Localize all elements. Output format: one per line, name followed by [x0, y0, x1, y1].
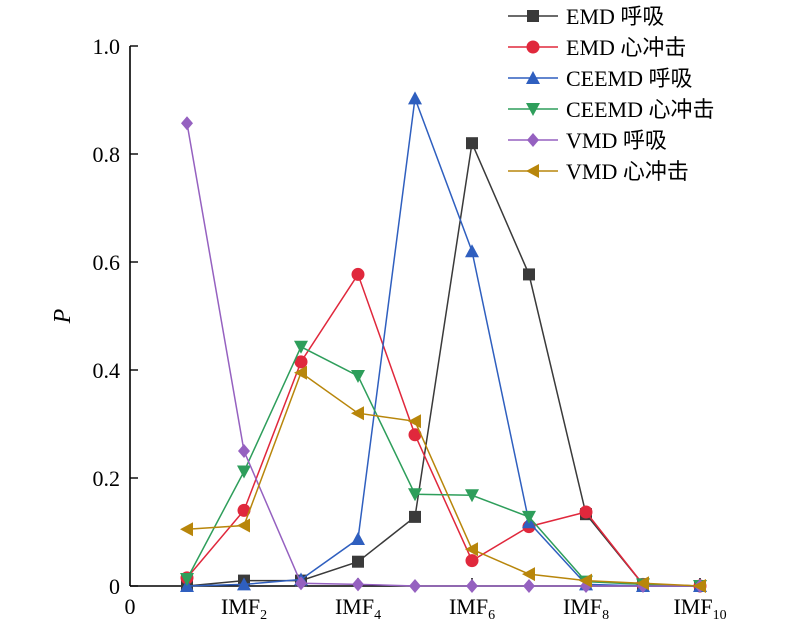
axes: 00.20.40.60.81.00 IMF2 IMF4 IMF6 IMF8 IMF10 [93, 34, 727, 623]
x-tick-label-base: IMF [221, 594, 260, 619]
x-tick-label-subscript: 8 [602, 608, 609, 623]
series-line [186, 345, 701, 587]
x-tick-label-subscript: 2 [260, 608, 267, 623]
y-tick-label: 0.8 [93, 142, 121, 167]
data-point [181, 116, 193, 131]
legend-marker [527, 10, 539, 22]
legend-item: VMD 心冲击 [508, 159, 689, 184]
data-point [409, 510, 421, 523]
series-layer [180, 91, 707, 593]
legend-label: CEEMD 心冲击 [566, 97, 715, 122]
data-point [579, 573, 592, 588]
data-point [351, 369, 365, 383]
x-tick-label-subscript: 4 [374, 608, 381, 623]
data-point [180, 522, 193, 537]
data-point [237, 503, 251, 517]
series-4 [180, 340, 707, 593]
legend-label: EMD 呼吸 [566, 4, 664, 29]
series-2 [180, 267, 707, 593]
x-tick-label-base: IMF [335, 594, 374, 619]
legend-label: VMD 呼吸 [566, 128, 667, 153]
x-tick-label-base: 0 [125, 594, 136, 619]
y-tick-label: 0.2 [93, 466, 121, 491]
data-point [523, 268, 535, 281]
data-point [238, 444, 250, 458]
data-point [408, 428, 422, 442]
legend-marker [527, 133, 539, 147]
series-6 [180, 365, 706, 593]
x-tick-label: IMF10 [673, 594, 726, 623]
data-point [237, 465, 251, 479]
data-point [522, 567, 535, 582]
data-point [466, 137, 478, 150]
y-tick-label: 0 [109, 574, 120, 599]
x-tick-label: IMF8 [563, 594, 609, 623]
legend-label: CEEMD 呼吸 [566, 66, 693, 91]
data-point [180, 572, 194, 586]
legend-item: EMD 呼吸 [508, 4, 664, 29]
data-point [237, 577, 251, 591]
legend-label: VMD 心冲击 [566, 159, 689, 184]
legend: EMD 呼吸 EMD 心冲击 CEEMD 呼吸 CEEMD 心冲击 VMD 呼吸 VMD … [508, 4, 715, 184]
data-point [352, 577, 364, 592]
legend-label: EMD 心冲击 [566, 35, 686, 60]
x-tick-label-base: IMF [673, 594, 712, 619]
data-point [237, 518, 250, 533]
legend-marker [526, 164, 539, 178]
data-point [294, 340, 308, 354]
legend-item: CEEMD 心冲击 [508, 97, 715, 122]
series-line [186, 98, 700, 587]
legend-item: VMD 呼吸 [508, 128, 667, 153]
data-point [579, 505, 593, 519]
data-point [465, 554, 479, 568]
data-point [408, 91, 422, 105]
data-point [351, 532, 365, 546]
data-point [465, 542, 478, 557]
legend-marker [526, 40, 540, 54]
data-point [295, 576, 307, 591]
y-axis-label-group: P [50, 308, 76, 324]
y-tick-label: 0.6 [93, 250, 121, 275]
data-point [522, 510, 536, 524]
x-tick-label: IMF4 [335, 594, 381, 623]
x-tick-label-base: IMF [563, 594, 602, 619]
legend-item: CEEMD 呼吸 [508, 66, 693, 91]
legend-item: EMD 心冲击 [508, 35, 686, 60]
y-tick-label: 1.0 [93, 34, 121, 59]
series-line [186, 371, 701, 587]
data-point [352, 555, 364, 568]
x-tick-label: IMF2 [221, 594, 267, 623]
data-point [466, 579, 478, 593]
series-5 [181, 116, 706, 593]
x-tick-label-base: IMF [449, 594, 488, 619]
y-axis-label: P [50, 308, 76, 324]
series-line [186, 140, 701, 587]
data-point [294, 365, 307, 380]
data-point [408, 414, 421, 429]
series-line [186, 123, 700, 587]
data-point [408, 488, 422, 502]
x-tick-label: IMF6 [449, 594, 495, 623]
data-point [636, 576, 649, 591]
y-tick-label: 0.4 [93, 358, 121, 383]
x-tick-label-subscript: 6 [488, 608, 495, 623]
data-point [693, 579, 706, 593]
data-point [465, 489, 479, 503]
data-point [294, 355, 308, 369]
data-point [351, 267, 365, 281]
data-point [351, 406, 364, 421]
legend-marker [526, 71, 540, 84]
legend-marker [526, 103, 540, 116]
data-point [523, 579, 535, 593]
series-1 [181, 137, 706, 592]
series-line [186, 272, 701, 587]
x-tick-label: 0 [125, 594, 136, 619]
x-tick-label-subscript: 10 [713, 608, 727, 623]
data-point [409, 579, 421, 593]
data-point [465, 244, 479, 258]
